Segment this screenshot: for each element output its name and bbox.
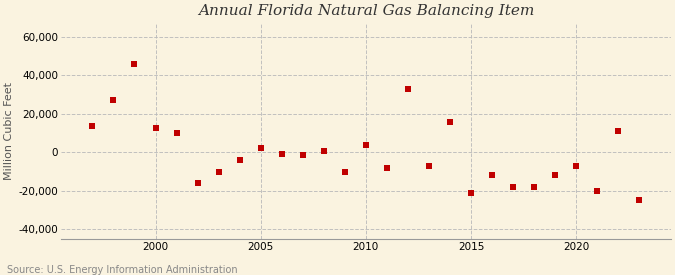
Point — [613, 129, 624, 133]
Point — [150, 126, 161, 130]
Point — [592, 189, 603, 193]
Point — [549, 173, 560, 178]
Point — [276, 152, 287, 156]
Point — [87, 124, 98, 128]
Point — [571, 164, 582, 168]
Point — [192, 181, 203, 185]
Point — [529, 185, 539, 189]
Point — [402, 87, 413, 91]
Point — [466, 191, 477, 195]
Y-axis label: Million Cubic Feet: Million Cubic Feet — [4, 82, 14, 180]
Title: Annual Florida Natural Gas Balancing Item: Annual Florida Natural Gas Balancing Ite… — [198, 4, 534, 18]
Point — [381, 166, 392, 170]
Point — [108, 98, 119, 103]
Point — [171, 131, 182, 135]
Point — [508, 185, 518, 189]
Point — [487, 173, 497, 178]
Point — [360, 142, 371, 147]
Point — [234, 158, 245, 162]
Point — [340, 169, 350, 174]
Text: Source: U.S. Energy Information Administration: Source: U.S. Energy Information Administ… — [7, 265, 238, 275]
Point — [298, 153, 308, 157]
Point — [445, 119, 456, 124]
Point — [423, 164, 434, 168]
Point — [319, 149, 329, 153]
Point — [255, 146, 266, 151]
Point — [129, 62, 140, 66]
Point — [634, 198, 645, 203]
Point — [213, 169, 224, 174]
